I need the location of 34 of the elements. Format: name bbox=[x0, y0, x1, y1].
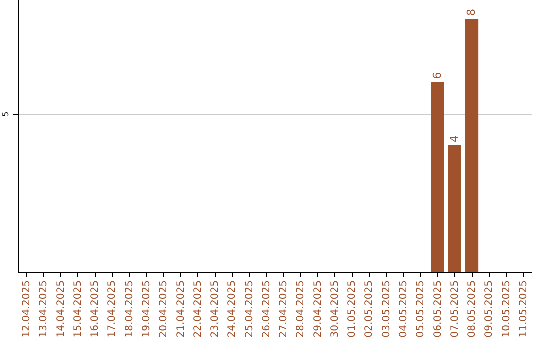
x-tick-label: 29.04.2025 bbox=[312, 280, 324, 338]
x-tick-label: 22.04.2025 bbox=[192, 280, 204, 338]
x-tick-label: 18.04.2025 bbox=[124, 280, 136, 338]
x-tick-label: 06.05.2025 bbox=[432, 280, 444, 338]
x-tick-label: 07.05.2025 bbox=[450, 280, 461, 338]
x-tick-label: 30.04.2025 bbox=[330, 280, 341, 338]
x-tick-label: 28.04.2025 bbox=[296, 280, 307, 338]
x-tick-label: 03.05.2025 bbox=[381, 280, 392, 338]
y-tick-label: 5 bbox=[2, 112, 10, 117]
x-tick-label: 27.04.2025 bbox=[278, 280, 290, 338]
x-tick-label: 15.04.2025 bbox=[72, 280, 84, 338]
x-tick-label: 21.04.2025 bbox=[176, 280, 187, 338]
x-tick-label: 16.04.2025 bbox=[90, 280, 102, 338]
x-tick-label: 05.05.2025 bbox=[416, 280, 427, 338]
x-tick-label: 13.04.2025 bbox=[38, 280, 50, 338]
x-tick-label: 17.04.2025 bbox=[107, 280, 118, 338]
data-label: 8 bbox=[465, 8, 478, 16]
data-label: 4 bbox=[448, 135, 461, 142]
data-label: 6 bbox=[430, 72, 444, 80]
x-tick-label: 04.05.2025 bbox=[398, 280, 410, 338]
x-tick-label: 11.05.2025 bbox=[518, 280, 530, 338]
x-tick-label: 20.04.2025 bbox=[158, 280, 170, 338]
x-tick-label: 24.04.2025 bbox=[227, 280, 238, 338]
x-tick-label: 14.04.2025 bbox=[56, 280, 67, 338]
x-tick-label: 12.04.2025 bbox=[22, 280, 33, 338]
x-tick-label: 10.05.2025 bbox=[501, 280, 512, 338]
x-tick-label: 19.04.2025 bbox=[142, 280, 152, 338]
x-tick-label: 25.04.2025 bbox=[244, 280, 256, 338]
x-tick-label: 02.05.2025 bbox=[364, 280, 376, 338]
x-tick-label: 23.04.2025 bbox=[210, 280, 222, 338]
x-tick-label: 01.05.2025 bbox=[347, 280, 358, 338]
x-tick-label: 09.05.2025 bbox=[484, 280, 496, 338]
x-tick-label: 08.05.2025 bbox=[467, 280, 478, 338]
x-tick-label: 26.04.2025 bbox=[261, 280, 272, 338]
